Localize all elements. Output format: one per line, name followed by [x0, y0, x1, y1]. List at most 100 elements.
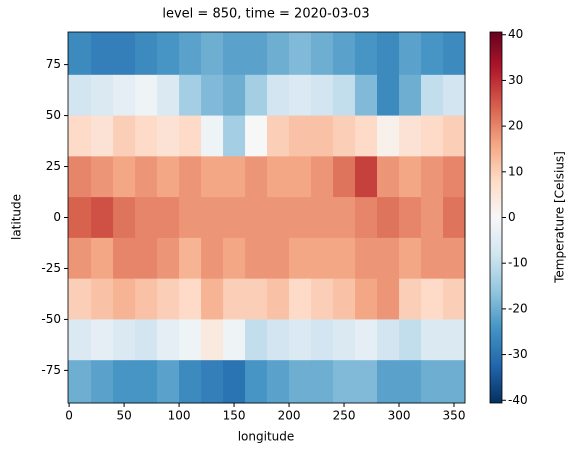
colorbar	[489, 31, 503, 404]
heat-cell	[443, 360, 466, 404]
heat-cell	[421, 74, 444, 117]
heat-cell	[443, 319, 466, 361]
heat-cell	[201, 360, 224, 404]
heat-cell	[223, 74, 246, 117]
heat-cell	[355, 115, 378, 157]
heat-cell	[113, 360, 136, 404]
heat-cell	[179, 32, 202, 76]
heat-cell	[377, 237, 400, 280]
heat-cell	[399, 115, 422, 157]
heat-cell	[289, 74, 312, 117]
heat-cell	[91, 32, 114, 76]
heat-cell	[333, 360, 356, 404]
y-tick-label: -75	[41, 363, 61, 377]
y-tick-label: -50	[41, 312, 61, 326]
colorbar-tick-label: 30	[508, 73, 523, 87]
heat-cell	[135, 197, 158, 239]
x-tick-label: 200	[278, 409, 301, 423]
heat-cell	[245, 319, 268, 361]
heat-cell	[377, 32, 400, 76]
heat-cell	[421, 197, 444, 239]
x-tick-label: 250	[333, 409, 356, 423]
heat-cell	[223, 319, 246, 361]
heat-cell	[135, 74, 158, 117]
heat-cell	[135, 156, 158, 198]
heat-cell	[113, 237, 136, 280]
heat-cell	[113, 156, 136, 198]
heat-cell	[421, 32, 444, 76]
heat-cell	[443, 237, 466, 280]
heat-cell	[267, 32, 290, 76]
heat-cell	[333, 319, 356, 361]
heat-cell	[201, 115, 224, 157]
x-tick-label: 50	[116, 409, 131, 423]
heat-cell	[68, 197, 92, 239]
heat-cell	[68, 115, 92, 157]
heat-cell	[201, 237, 224, 280]
heat-cell	[91, 237, 114, 280]
heat-cell	[333, 237, 356, 280]
heat-cell	[245, 74, 268, 117]
heat-cell	[267, 237, 290, 280]
heat-cell	[157, 360, 180, 404]
heat-cell	[113, 32, 136, 76]
y-tick-label: 50	[46, 108, 61, 122]
heat-cell	[399, 74, 422, 117]
heat-cell	[245, 360, 268, 404]
heat-cell	[399, 237, 422, 280]
heat-cell	[311, 237, 334, 280]
heat-cell	[223, 278, 246, 320]
heat-cell	[267, 360, 290, 404]
heat-cell	[377, 197, 400, 239]
heat-cell	[157, 237, 180, 280]
heat-cell	[91, 115, 114, 157]
colorbar-tick-label: 40	[508, 27, 523, 41]
heat-cell	[267, 115, 290, 157]
heat-cell	[421, 156, 444, 198]
heat-cell	[223, 237, 246, 280]
heat-cell	[68, 156, 92, 198]
y-tick-label: 75	[46, 57, 61, 71]
x-tick-label: 150	[223, 409, 246, 423]
heat-cell	[267, 319, 290, 361]
heat-cell	[377, 319, 400, 361]
heat-cell	[68, 319, 92, 361]
x-tick-label: 300	[388, 409, 411, 423]
heat-cell	[377, 360, 400, 404]
heat-cell	[157, 32, 180, 76]
heat-cell	[377, 74, 400, 117]
heat-cell	[157, 278, 180, 320]
heat-cell	[399, 32, 422, 76]
heat-cell	[289, 156, 312, 198]
heat-cell	[421, 237, 444, 280]
heat-cell	[355, 32, 378, 76]
heat-cell	[267, 197, 290, 239]
heat-cell	[223, 197, 246, 239]
heat-cell	[311, 74, 334, 117]
heat-cell	[245, 197, 268, 239]
heat-cell	[311, 115, 334, 157]
heat-cell	[399, 360, 422, 404]
colorbar-tick-label: -10	[508, 256, 528, 270]
heat-cell	[333, 32, 356, 76]
y-tick-label: 0	[53, 210, 61, 224]
y-tick-label: 25	[46, 159, 61, 173]
heat-cell	[443, 32, 466, 76]
heat-cell	[91, 156, 114, 198]
heat-cell	[91, 319, 114, 361]
colorbar-label: Temperature [Celsius]	[553, 151, 567, 284]
heat-cell	[311, 278, 334, 320]
heat-cell	[68, 237, 92, 280]
heat-cell	[223, 360, 246, 404]
heat-cell	[399, 278, 422, 320]
heat-cell	[201, 156, 224, 198]
colorbar-tick-label: -30	[508, 347, 528, 361]
colorbar-tick-label: -20	[508, 301, 528, 315]
heat-cell	[377, 115, 400, 157]
heat-cell	[333, 278, 356, 320]
heat-cell	[157, 115, 180, 157]
heat-cell	[333, 197, 356, 239]
heat-cell	[68, 32, 92, 76]
heat-cell	[223, 32, 246, 76]
